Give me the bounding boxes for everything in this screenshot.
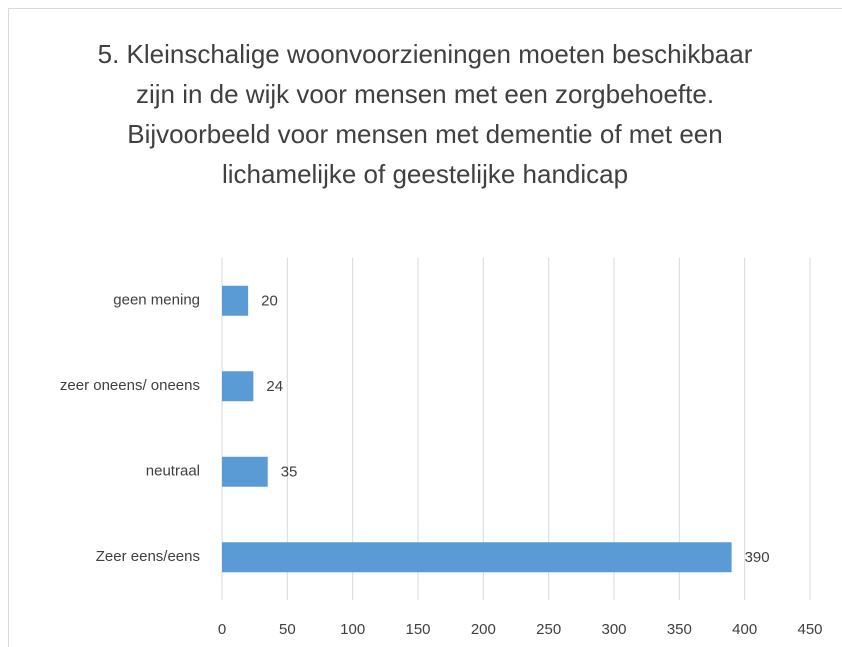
- chart-title: 5. Kleinschalige woonvoorzieningen moete…: [97, 39, 753, 189]
- x-tick-label: 200: [471, 621, 496, 638]
- y-tick-label: zeer oneens/ oneens: [60, 377, 200, 394]
- bar: [222, 456, 268, 487]
- data-label: 20: [261, 293, 278, 310]
- x-tick-label: 150: [405, 621, 430, 638]
- x-tick-label: 450: [797, 621, 822, 638]
- x-tick-label: 50: [279, 621, 296, 638]
- y-tick-label: geen mening: [113, 292, 200, 309]
- y-tick-label: Zeer eens/eens: [96, 548, 200, 565]
- x-tick-label: 400: [732, 621, 757, 638]
- chart-border: [8, 8, 842, 647]
- data-label: 24: [266, 378, 283, 395]
- y-tick-label: neutraal: [146, 463, 200, 480]
- bar: [222, 371, 254, 402]
- data-label: 35: [281, 464, 298, 481]
- bar: [222, 542, 732, 573]
- x-tick-label: 350: [667, 621, 692, 638]
- bar: [222, 285, 249, 316]
- data-label: 390: [745, 549, 770, 566]
- x-tick-label: 0: [218, 621, 226, 638]
- x-tick-label: 300: [601, 621, 626, 638]
- x-tick-label: 250: [536, 621, 561, 638]
- x-tick-label: 100: [340, 621, 365, 638]
